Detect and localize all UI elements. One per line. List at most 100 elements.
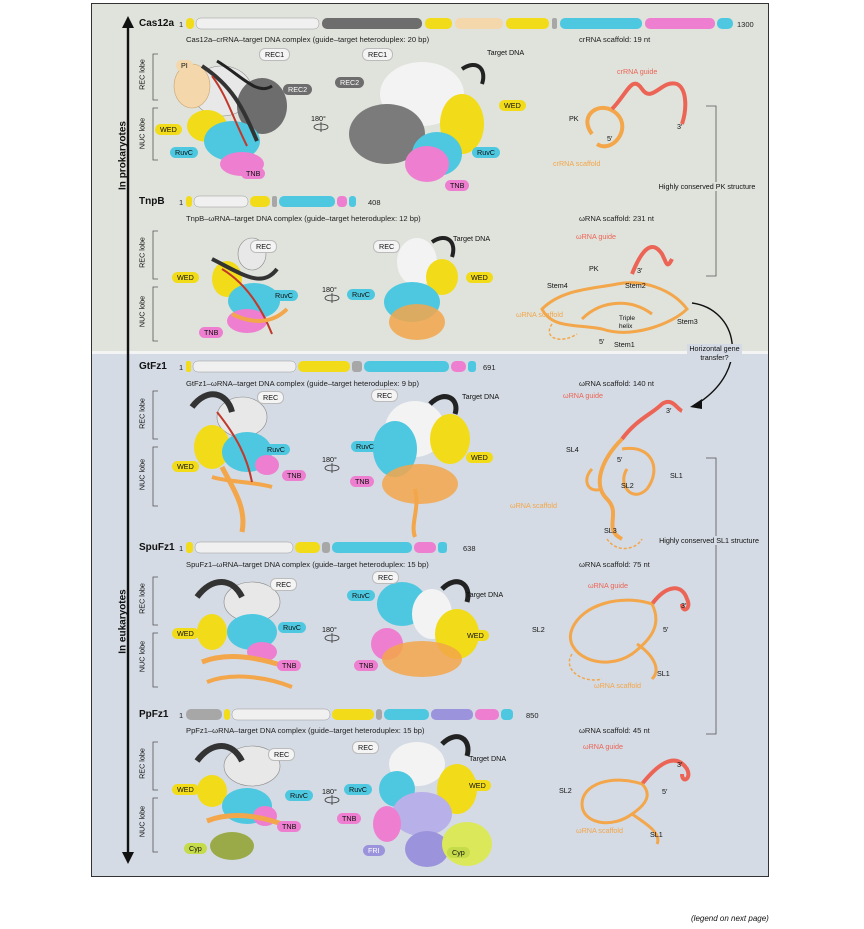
wed-label: WED (172, 784, 199, 795)
rec-lobe-label: REC lobe (137, 748, 147, 779)
target-dna-label: Target DNA (462, 392, 500, 401)
ruvc-label: RuvC (270, 290, 298, 301)
rec2-surface-label: REC2 (335, 77, 365, 88)
ribbon-structure-gtfz1 (189, 391, 279, 533)
rna-scaffold-spufz1 (568, 586, 691, 681)
rec-lobe-label: REC lobe (137, 398, 147, 429)
nuc-lobe-label: NUC lobe (137, 805, 147, 838)
pk-label: PK (589, 264, 599, 273)
ruvc-surface-label: RuvC (347, 590, 375, 601)
length-start: 1 (179, 711, 184, 720)
scaffold-title: ωRNA scaffold: 140 nt (579, 379, 655, 388)
rotation-icon (324, 633, 340, 643)
wed-surface-label: WED (462, 630, 489, 641)
protein-name-cas12a: Cas12a (139, 18, 175, 29)
ruvc-surface-label: RuvC (351, 441, 379, 452)
wed-surface-label: WED (499, 100, 526, 111)
pk-bracket (706, 105, 717, 277)
ruvc-label: RuvC (170, 147, 198, 158)
band-separator (92, 351, 768, 354)
length-start: 1 (179, 20, 184, 29)
wed-surface-label: WED (464, 780, 491, 791)
rotation-icon (313, 122, 329, 132)
tnb-surface-label: TNB (350, 476, 375, 487)
ruvc-label: RuvC (285, 790, 313, 801)
tnb-label: TNB (277, 660, 302, 671)
rec-label: REC (270, 578, 298, 591)
rec-label: REC (250, 240, 278, 253)
wrna-guide-label: ωRNA guide (576, 232, 616, 241)
complex-title: PpFz1–ωRNA–target DNA complex (guide–tar… (186, 726, 425, 735)
sl1-conserved-note: Highly conserved SL1 structure (659, 536, 759, 545)
domain-bar-tnpb (186, 195, 356, 208)
rotation-label: 180° (322, 625, 337, 634)
complex-title: TnpB–ωRNA–target DNA complex (guide–targ… (186, 214, 421, 223)
wrna-guide-label: ωRNA guide (583, 742, 623, 751)
three-prime-label: 3′ (681, 601, 687, 610)
wrna-guide-label: ωRNA guide (588, 581, 628, 590)
length-end: 408 (368, 198, 381, 207)
complex-title: Cas12a–crRNA–target DNA complex (guide–t… (186, 35, 430, 44)
hgt-arrow (690, 302, 733, 409)
lobe-brackets-spufz1 (152, 576, 158, 688)
scaffold-title: ωRNA scaffold: 45 nt (579, 726, 650, 735)
rec-surface-label: REC (352, 741, 380, 754)
rotation-label: 180° (322, 285, 337, 294)
length-start: 1 (179, 363, 184, 372)
three-prime-label: 3′ (637, 266, 643, 275)
tnb-label: TNB (282, 470, 307, 481)
legend-footer: (legend on next page) (691, 914, 769, 923)
wed-surface-label: WED (466, 452, 493, 463)
wrna-scaffold-label: ωRNA scaffold (516, 310, 564, 319)
ruvc-label: RuvC (278, 622, 306, 633)
wed-label: WED (172, 461, 199, 472)
target-dna-label: Target DNA (466, 590, 504, 599)
stem2-label: Stem2 (625, 281, 646, 290)
ruvc-surface-label: RuvC (472, 147, 500, 158)
tnb-label: TNB (277, 821, 302, 832)
tnb-surface-label: TNB (337, 813, 362, 824)
length-end: 691 (483, 363, 496, 372)
length-start: 1 (179, 198, 184, 207)
wed-surface-label: WED (466, 272, 493, 283)
rec-lobe-label: REC lobe (137, 583, 147, 614)
target-dna-label: Target DNA (487, 48, 525, 57)
scaffold-title: ωRNA scaffold: 75 nt (579, 560, 650, 569)
rna-scaffold-tnpb (540, 245, 689, 340)
hgt-note: Horizontal gene transfer? (687, 344, 742, 362)
rec-label: REC (257, 391, 285, 404)
target-dna-label: Target DNA (453, 234, 491, 243)
domain-bar-cas12a (186, 17, 733, 30)
length-end: 1300 (737, 20, 754, 29)
five-prime-label: 5′ (607, 134, 613, 143)
ribbon-structure-spufz1 (194, 579, 293, 689)
sl2-label: SL2 (621, 481, 634, 490)
rec1-surface-label: REC1 (362, 48, 394, 61)
wrna-guide-label: ωRNA guide (563, 391, 603, 400)
sl2-label: SL2 (532, 625, 545, 634)
sl1-label: SL1 (657, 669, 670, 678)
pk-conserved-note: Highly conserved PK structure (657, 182, 757, 191)
lineage-arrow (122, 16, 134, 864)
rec-surface-label: REC (372, 571, 400, 584)
wrna-scaffold-label: ωRNA scaffold (510, 501, 558, 510)
lobe-brackets-cas12a (152, 53, 158, 161)
rec-surface-label: REC (373, 240, 401, 253)
cyp-surface-label: Cyp (447, 847, 470, 858)
rec-lobe-label: REC lobe (137, 59, 147, 90)
sl2-label: SL2 (559, 786, 572, 795)
stem1-label: Stem1 (614, 340, 635, 349)
length-end: 638 (463, 544, 476, 553)
lobe-brackets-ppfz1 (152, 741, 158, 853)
protein-name-gtfz1: GtFz1 (139, 361, 167, 372)
complex-title: SpuFz1–ωRNA–target DNA complex (guide–ta… (186, 560, 429, 569)
ruvc-label: RuvC (262, 444, 290, 455)
scaffold-title: crRNA scaffold: 19 nt (579, 35, 651, 44)
side-label-prokaryotes: In prokaryotes (117, 121, 129, 190)
tnb-surface-label: TNB (445, 180, 470, 191)
three-prime-label: 3′ (677, 122, 683, 131)
lobe-brackets-gtfz1 (152, 390, 158, 507)
rec1-label: REC1 (259, 48, 291, 61)
domain-bar-gtfz1 (186, 360, 476, 373)
sl3-label: SL3 (604, 526, 617, 535)
